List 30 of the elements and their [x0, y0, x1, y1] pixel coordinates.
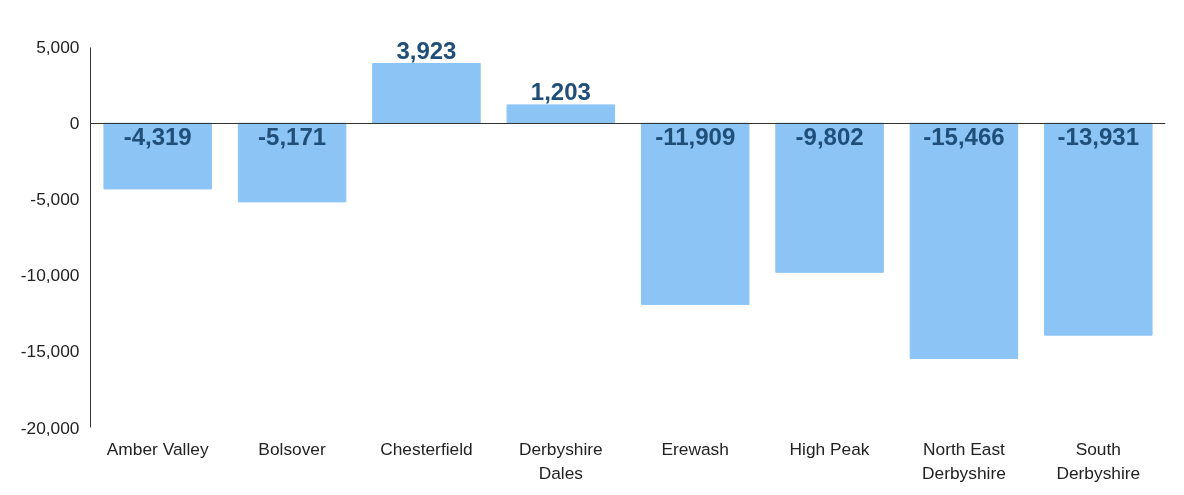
bar [1044, 122, 1153, 336]
bar [909, 122, 1019, 360]
x-tick-label: Amber Valley [106, 438, 209, 459]
x-tick-label: Bolsover [258, 438, 326, 459]
x-tick-label: Chesterfield [380, 438, 473, 459]
bar [372, 63, 481, 124]
data-label: -4,319 [123, 122, 192, 150]
data-label: 1,203 [530, 78, 591, 106]
bar [237, 122, 347, 203]
y-tick-label: 0 [69, 113, 80, 134]
data-label: -5,171 [258, 122, 327, 150]
data-label: -15,466 [923, 122, 1005, 150]
x-tick-label: High Peak [789, 438, 870, 459]
x-tick-label: South Derbyshire [1056, 438, 1141, 483]
data-label: -9,802 [795, 122, 864, 150]
bar [506, 104, 616, 124]
data-label: 3,923 [396, 36, 457, 64]
y-tick-label: -10,000 [20, 265, 80, 286]
x-tick-label: Derbyshire Dales [518, 438, 603, 483]
y-tick-label: -5,000 [30, 189, 80, 210]
y-tick-label: -15,000 [20, 341, 80, 362]
x-tick-label: North East Derbyshire [922, 438, 1006, 483]
y-tick-label: 5,000 [36, 37, 80, 58]
bar [640, 122, 750, 305]
bar [103, 122, 212, 190]
data-label: -13,931 [1057, 122, 1140, 150]
data-label: -11,909 [655, 122, 736, 150]
y-tick-label: -20,000 [20, 417, 80, 438]
x-tick-label: Erewash [661, 438, 729, 459]
bar [775, 122, 884, 273]
